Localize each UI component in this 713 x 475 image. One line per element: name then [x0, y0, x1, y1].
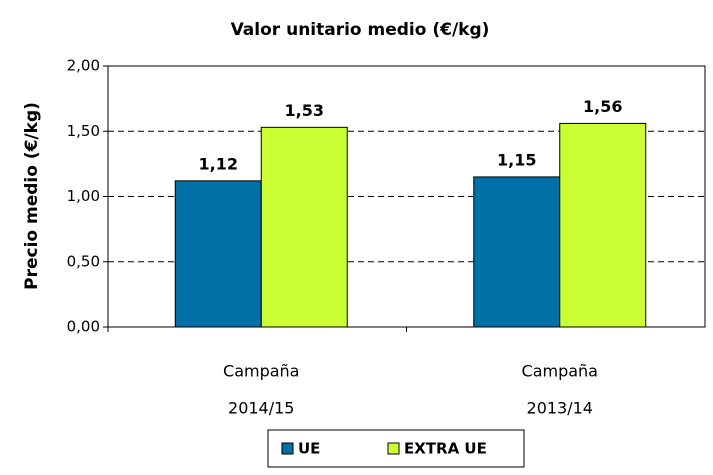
value-label: 1,12	[199, 154, 238, 173]
legend-label: EXTRA UE	[404, 440, 487, 458]
bar	[473, 176, 561, 328]
bar	[559, 122, 647, 328]
bar	[174, 180, 262, 328]
value-label: 1,15	[497, 150, 536, 169]
x-tick-label: 2013/14	[527, 399, 593, 418]
y-tick-label: 2,00	[67, 57, 100, 75]
chart-title: Valor unitario medio (€/kg)	[231, 20, 490, 40]
legend-swatch	[387, 442, 400, 455]
value-label: 1,53	[285, 101, 324, 120]
x-tick-label: 2014/15	[228, 399, 294, 418]
y-tick-label: 1,50	[67, 122, 100, 140]
legend-label: UE	[298, 440, 320, 458]
bar	[260, 126, 348, 328]
y-axis-label: Precio medio (€/kg)	[22, 102, 42, 290]
y-tick-label: 0,00	[67, 318, 100, 336]
y-tick-label: 0,50	[67, 252, 100, 270]
y-tick-label: 1,00	[67, 187, 100, 205]
x-tick-label: Campaña	[223, 362, 299, 381]
x-tick-label: Campaña	[522, 362, 598, 381]
legend-swatch	[281, 442, 294, 455]
value-label: 1,56	[583, 97, 622, 116]
